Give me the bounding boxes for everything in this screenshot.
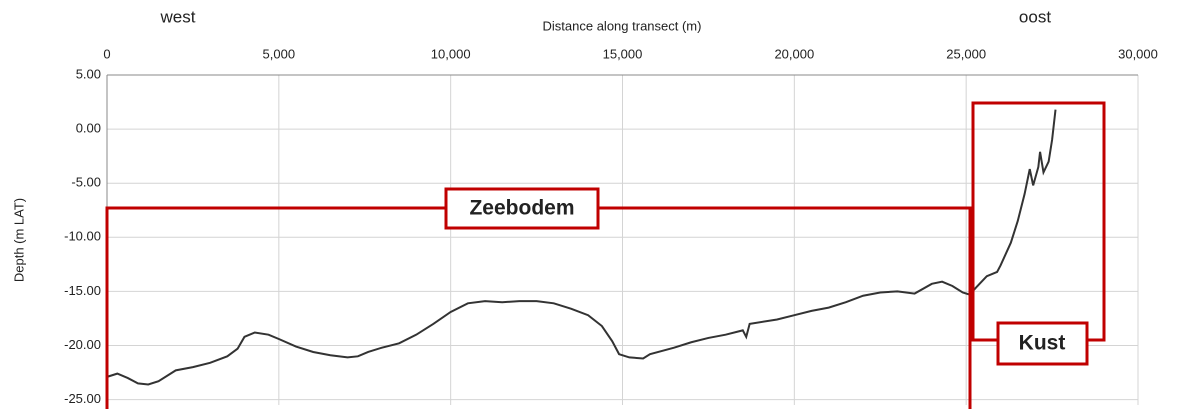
y-tick-label: -20.00 <box>64 337 101 352</box>
x-tick-label: 25,000 <box>946 46 986 61</box>
annotation: Kust <box>1019 332 1066 355</box>
y-tick-label: 0.00 <box>76 121 101 136</box>
y-tick-label: -10.00 <box>64 229 101 244</box>
y-tick-label: -15.00 <box>64 283 101 298</box>
annotation: oost <box>1019 7 1051 26</box>
annotation: Zeebodem <box>469 197 574 220</box>
kust-label-box <box>996 321 1089 366</box>
x-tick-label: 20,000 <box>774 46 814 61</box>
zeebodem-label-box <box>444 187 600 230</box>
y-tick-label: -5.00 <box>71 175 101 190</box>
x-tick-label: 10,000 <box>431 46 471 61</box>
x-axis-label: Distance along transect (m) <box>543 18 702 33</box>
y-tick-label: -25.00 <box>64 391 101 406</box>
x-tick-label: 0 <box>103 46 110 61</box>
x-tick-label: 30,000 <box>1118 46 1158 61</box>
y-axis-label: Depth (m LAT) <box>11 198 26 282</box>
zeebodem-region <box>105 206 972 414</box>
kust-region <box>971 101 1106 342</box>
depth-line <box>106 109 1057 386</box>
x-tick-label: 15,000 <box>603 46 643 61</box>
x-tick-label: 5,000 <box>263 46 296 61</box>
annotation: west <box>160 7 196 26</box>
y-tick-label: 5.00 <box>76 66 101 81</box>
